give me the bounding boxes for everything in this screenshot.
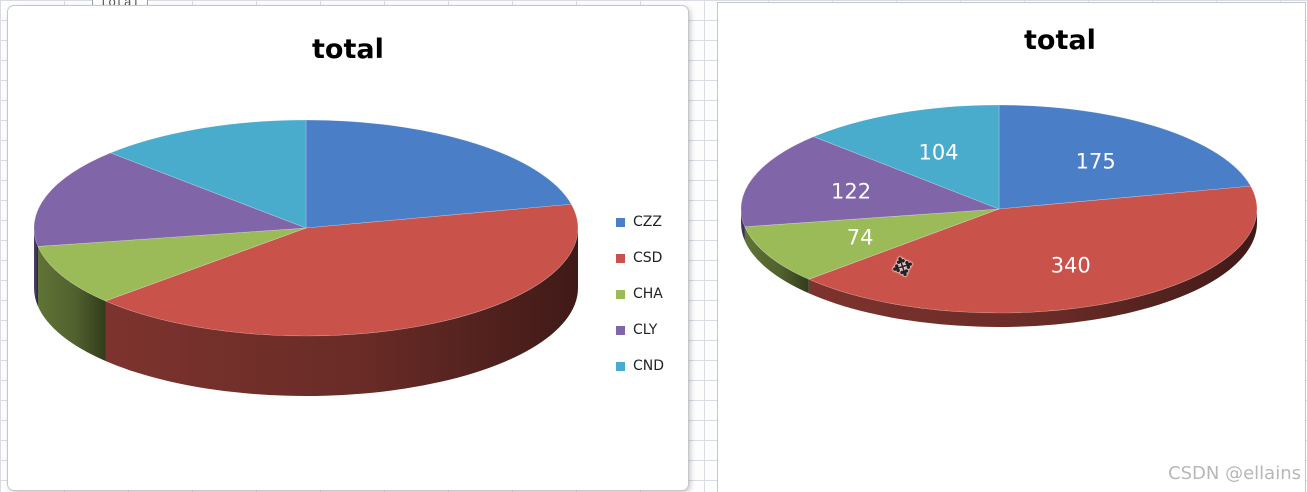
data-label-csd: 340 — [1051, 253, 1091, 277]
pie-slice-cly[interactable] — [740, 136, 1000, 228]
legend-swatch — [616, 289, 625, 299]
pie-slice-cnd[interactable] — [109, 119, 307, 229]
chart-panel-right[interactable]: total 175 340 74 122 104 — [718, 3, 1305, 492]
pie-slice-cha[interactable] — [744, 208, 1000, 280]
pie-side-group — [741, 209, 1257, 327]
pie-slice-side-cly — [741, 209, 745, 241]
pie-slice-side-cha — [744, 226, 809, 294]
chart-legend: CZZ CSD CHA CLY CND — [616, 204, 664, 384]
legend-item-czz: CZZ — [616, 204, 664, 240]
pie-slice-csd[interactable] — [104, 203, 579, 337]
chart-title: total — [312, 34, 384, 65]
data-label-cha: 74 — [847, 226, 874, 250]
legend-swatch — [616, 325, 625, 335]
pie-slice-cha[interactable] — [37, 227, 307, 302]
pie-chart-left — [33, 119, 579, 396]
legend-item-csd: CSD — [616, 240, 664, 276]
pie-slice-side-cha — [37, 246, 106, 361]
pie-slice-cly[interactable] — [33, 152, 307, 247]
legend-swatch — [616, 217, 625, 227]
legend-label: CSD — [633, 250, 663, 266]
legend-label: CHA — [633, 286, 663, 302]
chart-panel-left[interactable]: total CZZ CSD CHA CLY CND — [8, 6, 688, 490]
legend-swatch — [616, 253, 625, 263]
data-label-cly: 122 — [831, 180, 871, 204]
pie-slice-csd[interactable] — [808, 185, 1258, 314]
pie-slice-side-cly — [34, 228, 38, 307]
legend-label: CND — [633, 358, 665, 374]
chart-title: total — [1024, 25, 1096, 56]
legend-item-cly: CLY — [616, 312, 664, 348]
data-label-czz: 175 — [1076, 149, 1116, 173]
legend-label: CZZ — [633, 214, 662, 230]
pie-slice-czz[interactable] — [305, 119, 572, 229]
data-label-cnd: 104 — [919, 141, 959, 165]
pie-slice-czz[interactable] — [998, 104, 1252, 210]
pie-slice-side-csd — [105, 228, 578, 396]
pie-side-group — [34, 228, 578, 396]
watermark: CSDN @ellains — [1168, 463, 1301, 484]
legend-swatch — [616, 361, 625, 371]
legend-item-cha: CHA — [616, 276, 664, 312]
legend-label: CLY — [633, 322, 658, 338]
pie-chart-right: 175 340 74 122 104 — [740, 104, 1258, 327]
pie-slice-side-csd — [808, 209, 1257, 327]
legend-item-cnd: CND — [616, 348, 664, 384]
pie-slice-cnd[interactable] — [812, 104, 1000, 210]
